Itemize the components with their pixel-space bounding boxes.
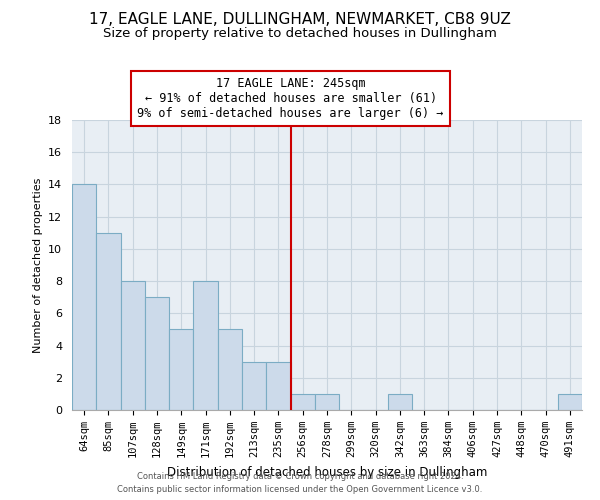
Bar — [388, 394, 412, 410]
Bar — [266, 362, 290, 410]
Text: 17 EAGLE LANE: 245sqm
← 91% of detached houses are smaller (61)
9% of semi-detac: 17 EAGLE LANE: 245sqm ← 91% of detached … — [137, 77, 444, 120]
Bar — [193, 281, 218, 410]
Bar — [558, 394, 582, 410]
Text: Contains public sector information licensed under the Open Government Licence v3: Contains public sector information licen… — [118, 484, 482, 494]
Y-axis label: Number of detached properties: Number of detached properties — [32, 178, 43, 352]
Bar — [121, 281, 145, 410]
Text: Contains HM Land Registry data © Crown copyright and database right 2024.: Contains HM Land Registry data © Crown c… — [137, 472, 463, 481]
Bar — [290, 394, 315, 410]
Bar — [72, 184, 96, 410]
Bar — [242, 362, 266, 410]
Bar — [96, 233, 121, 410]
Text: Size of property relative to detached houses in Dullingham: Size of property relative to detached ho… — [103, 28, 497, 40]
X-axis label: Distribution of detached houses by size in Dullingham: Distribution of detached houses by size … — [167, 466, 487, 478]
Text: 17, EAGLE LANE, DULLINGHAM, NEWMARKET, CB8 9UZ: 17, EAGLE LANE, DULLINGHAM, NEWMARKET, C… — [89, 12, 511, 28]
Bar — [169, 330, 193, 410]
Bar — [218, 330, 242, 410]
Bar — [315, 394, 339, 410]
Bar — [145, 297, 169, 410]
